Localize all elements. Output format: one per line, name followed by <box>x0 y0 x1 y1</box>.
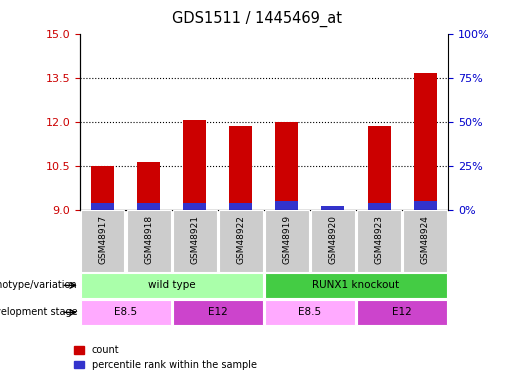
Bar <box>138 203 160 210</box>
Text: E8.5: E8.5 <box>114 308 138 317</box>
Text: GSM48917: GSM48917 <box>98 215 107 264</box>
Text: GSM48921: GSM48921 <box>191 215 199 264</box>
Bar <box>127 210 170 272</box>
Text: E12: E12 <box>208 308 228 317</box>
Text: GSM48924: GSM48924 <box>421 215 430 264</box>
Bar <box>91 166 114 210</box>
Text: E12: E12 <box>392 308 412 317</box>
Bar <box>368 203 390 210</box>
Bar <box>403 210 447 272</box>
Bar <box>276 201 299 210</box>
Bar <box>81 273 263 297</box>
Bar <box>183 120 207 210</box>
Bar <box>368 126 390 210</box>
Bar <box>276 122 299 210</box>
Bar <box>81 210 125 272</box>
Bar <box>183 203 207 210</box>
Bar <box>312 210 355 272</box>
Bar <box>357 300 447 324</box>
Bar <box>229 203 252 210</box>
Bar <box>321 207 345 210</box>
Bar <box>321 207 345 210</box>
Text: GSM48920: GSM48920 <box>329 215 337 264</box>
Bar <box>138 162 160 210</box>
Bar <box>265 210 308 272</box>
Bar <box>414 74 437 210</box>
Text: GDS1511 / 1445469_at: GDS1511 / 1445469_at <box>173 11 342 27</box>
Bar <box>173 300 263 324</box>
Bar <box>229 126 252 210</box>
Bar <box>81 300 171 324</box>
Text: GSM48922: GSM48922 <box>236 215 246 264</box>
Bar <box>414 201 437 210</box>
Bar <box>265 300 355 324</box>
Bar <box>91 203 114 210</box>
Text: E8.5: E8.5 <box>298 308 321 317</box>
Text: RUNX1 knockout: RUNX1 knockout <box>313 280 400 290</box>
Bar <box>357 210 401 272</box>
Text: development stage: development stage <box>0 308 77 317</box>
Text: GSM48923: GSM48923 <box>374 215 384 264</box>
Text: GSM48918: GSM48918 <box>144 215 153 264</box>
Text: genotype/variation: genotype/variation <box>0 280 77 290</box>
Bar <box>173 210 216 272</box>
Text: GSM48919: GSM48919 <box>282 215 291 264</box>
Bar <box>265 273 447 297</box>
Text: wild type: wild type <box>148 280 196 290</box>
Legend: count, percentile rank within the sample: count, percentile rank within the sample <box>74 345 257 370</box>
Bar <box>219 210 263 272</box>
